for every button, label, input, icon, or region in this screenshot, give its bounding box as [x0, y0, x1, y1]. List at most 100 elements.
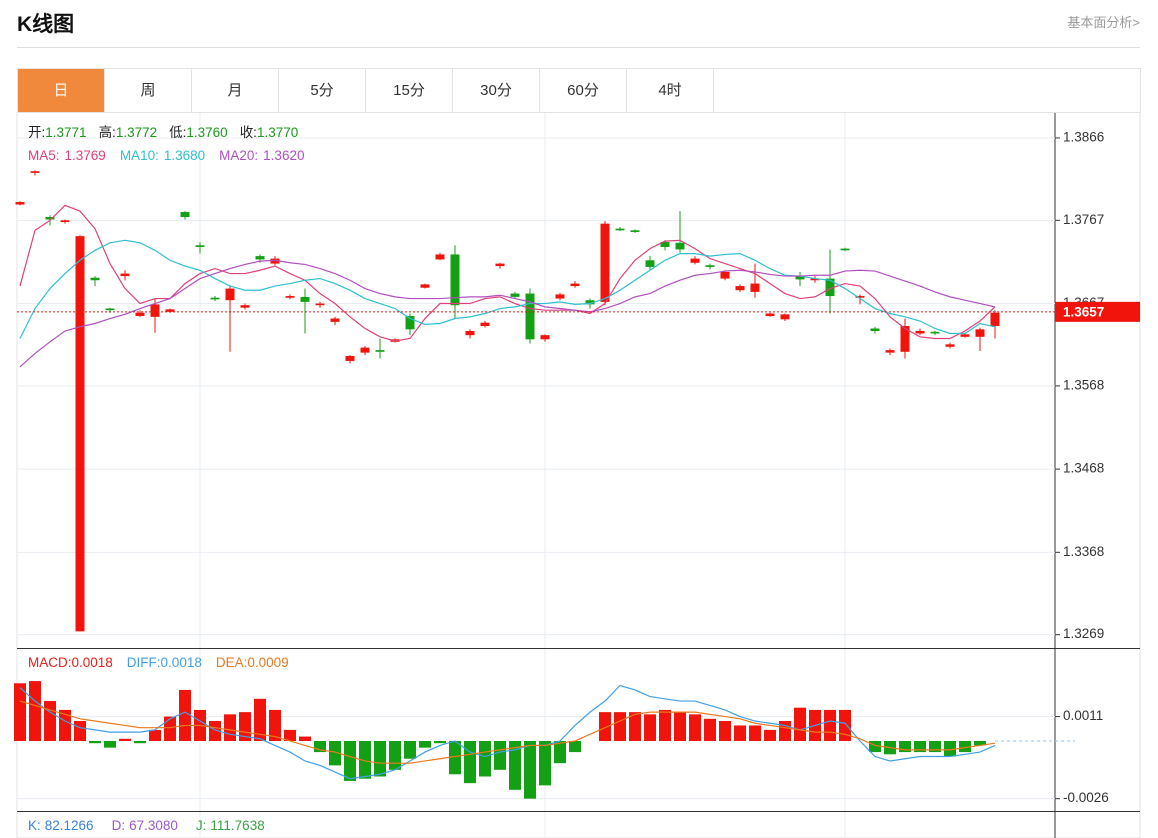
period-tab[interactable]: 4时 [627, 69, 714, 112]
candle-body [645, 260, 655, 267]
macd-bar [119, 738, 131, 741]
macd-bar [374, 740, 386, 777]
macd-bar [74, 721, 86, 741]
legend: MA5: 1.3769 MA10: 1.3680 MA20: 1.3620 [28, 148, 304, 163]
legend-item: 0.0018 [161, 655, 202, 670]
candle-body [510, 293, 520, 297]
candle-body [630, 230, 640, 232]
legend-item: 1.3680 [164, 148, 205, 163]
y-tick-label: 1.3767 [1063, 212, 1104, 227]
macd-bar [269, 709, 281, 741]
candle-body [945, 344, 955, 347]
y-tick-label: 1.3269 [1063, 626, 1104, 641]
ma-line [19, 259, 996, 368]
legend-item: D: [112, 818, 126, 833]
macd-bar [824, 709, 836, 741]
candle-body [870, 328, 880, 331]
candle-body [225, 288, 235, 301]
legend: 开:1.3771 高:1.3772 低:1.3760 收:1.3770 [28, 124, 298, 140]
period-tab[interactable]: 15分 [366, 69, 453, 112]
period-tab[interactable]: 周 [105, 69, 192, 112]
legend-item: MA20: [219, 148, 258, 163]
candle-body [690, 258, 700, 263]
macd-bar [404, 740, 416, 759]
macd-bar [749, 725, 761, 741]
candle-body [315, 303, 325, 306]
macd-bar [104, 740, 116, 748]
candle-body [135, 312, 145, 317]
macd-bar [974, 740, 986, 746]
ma-line [19, 204, 996, 342]
period-tab[interactable]: 5分 [279, 69, 366, 112]
macd-bar [794, 707, 806, 741]
candle-body [555, 294, 565, 299]
candle-body [465, 330, 475, 336]
macd-bar [479, 740, 491, 777]
candle-body [735, 286, 745, 291]
legend-item: MACD: [28, 655, 72, 670]
candle-body [795, 276, 805, 280]
candle-body [855, 296, 865, 298]
candle-body [450, 254, 460, 306]
macd-bar [449, 740, 461, 775]
macd-bar [914, 740, 926, 753]
period-tab[interactable]: 30分 [453, 69, 540, 112]
divider [17, 47, 1140, 48]
macd-bar [164, 716, 176, 741]
y-tick-label: 1.3866 [1063, 130, 1104, 145]
candle-body [840, 248, 850, 251]
period-tab[interactable]: 月 [192, 69, 279, 112]
macd-bar [554, 740, 566, 764]
candle-body [540, 335, 550, 340]
macd-bar [719, 721, 731, 741]
macd-bar [419, 740, 431, 748]
legend-item: 收: [240, 125, 257, 140]
candle-body [270, 258, 280, 264]
legend-item: 0.0018 [72, 655, 113, 670]
candle-body [165, 309, 175, 312]
legend-item: J: [196, 818, 207, 833]
legend-item: MA5: [28, 148, 60, 163]
candle-body [60, 220, 70, 222]
candle-body [255, 256, 265, 260]
candle-body [525, 293, 535, 340]
macd-bar [224, 714, 236, 741]
macd-bar [899, 740, 911, 753]
candle-body [195, 245, 205, 247]
legend-item: 1.3770 [257, 125, 298, 140]
macd-bar [134, 740, 146, 744]
macd-line [19, 684, 996, 780]
legend-item: 82.1266 [45, 818, 94, 833]
candle-body [930, 331, 940, 334]
candle-body [495, 263, 505, 267]
page-title: K线图 [17, 13, 75, 36]
candle-body [660, 241, 670, 247]
period-tab[interactable]: 60分 [540, 69, 627, 112]
macd-bar [314, 740, 326, 753]
macd-bar [674, 712, 686, 741]
macd-bar [464, 740, 476, 784]
candle-body [120, 273, 130, 277]
fundamental-link[interactable]: 基本面分析> [1067, 15, 1140, 30]
legend: MACD:0.0018 DIFF:0.0018 DEA:0.0009 [28, 655, 289, 670]
candle-body [15, 202, 25, 205]
candle-body [825, 278, 835, 297]
candle-body [330, 318, 340, 322]
legend-item: 1.3620 [263, 148, 304, 163]
period-tab[interactable]: 日 [18, 69, 105, 112]
candle-body [675, 242, 685, 250]
macd-bar [839, 709, 851, 741]
macd-line [19, 700, 996, 764]
macd-bar [569, 740, 581, 753]
legend-item: 0.0009 [247, 655, 288, 670]
candle-body [285, 296, 295, 298]
legend-item: 1.3771 [45, 125, 86, 140]
candle-body [75, 236, 85, 632]
current-price-box [1055, 301, 1140, 322]
candle-body [885, 350, 895, 353]
macd-bar [599, 712, 611, 741]
y-tick-label: -0.0026 [1063, 790, 1109, 805]
legend-item: 1.3760 [186, 125, 227, 140]
candle-body [615, 228, 625, 231]
macd-bar [344, 740, 356, 781]
